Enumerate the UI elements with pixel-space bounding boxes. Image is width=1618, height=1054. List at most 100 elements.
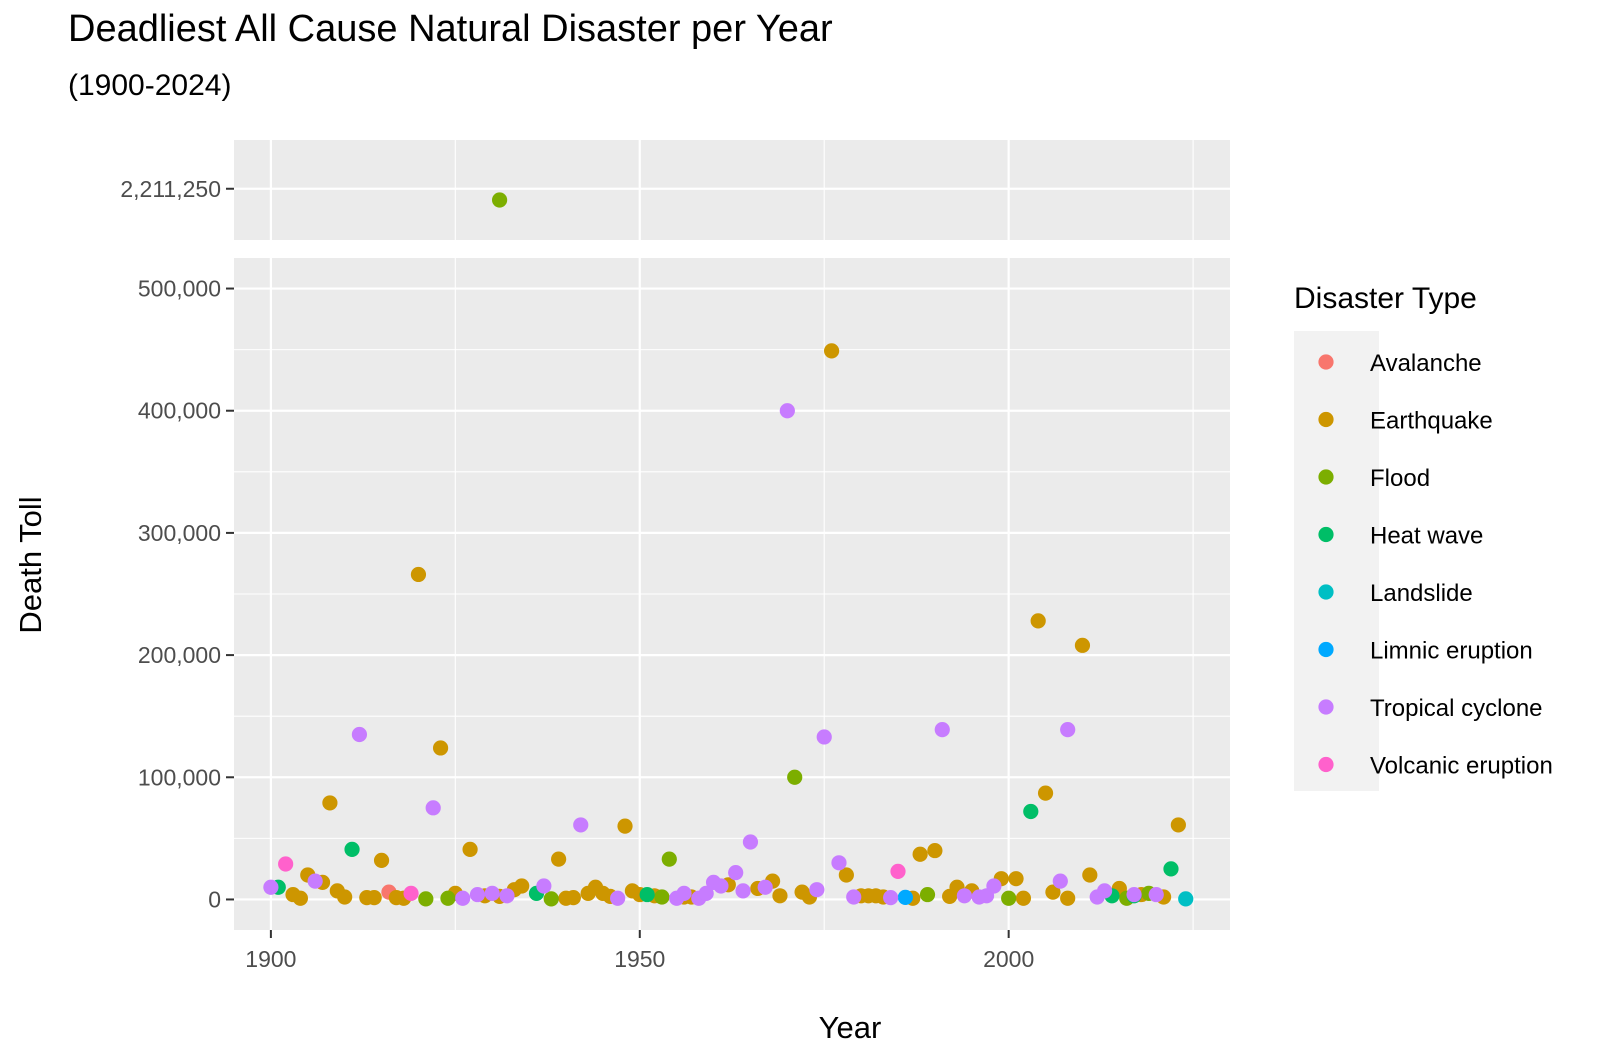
data-point <box>639 886 655 903</box>
data-point <box>1023 803 1039 820</box>
data-point <box>934 722 950 738</box>
data-point <box>617 818 633 834</box>
data-point <box>440 890 456 906</box>
data-point <box>883 890 899 906</box>
axis-ticks: 2,211,250 0 100,000 200,000 300,000 400,000 50… <box>120 176 1034 972</box>
data-point <box>676 885 692 901</box>
x-tick-label: 1900 <box>245 946 296 972</box>
data-point <box>1030 613 1046 629</box>
y-tick-label: 200,000 <box>138 642 221 668</box>
data-point <box>831 855 847 871</box>
y-tick-label: 2,211,250 <box>120 176 221 202</box>
data-point <box>1045 884 1061 900</box>
data-point <box>1001 890 1017 906</box>
data-point <box>499 888 515 904</box>
y-tick-label: 0 <box>208 886 221 912</box>
data-point <box>986 878 1002 894</box>
legend-label: Limnic eruption <box>1370 638 1533 665</box>
data-point <box>565 890 581 906</box>
y-tick-label: 300,000 <box>138 520 221 546</box>
legend-label: Volcanic eruption <box>1370 753 1553 780</box>
data-point <box>322 795 338 811</box>
data-point <box>366 890 382 906</box>
legend-key-background <box>1294 331 1379 791</box>
data-point <box>890 863 906 879</box>
data-point <box>373 852 390 868</box>
data-point <box>292 890 308 906</box>
data-points <box>263 192 1194 907</box>
data-point <box>403 885 419 901</box>
data-point <box>824 343 840 359</box>
data-point <box>263 879 279 895</box>
data-point <box>735 883 751 899</box>
legend-key <box>1318 469 1334 485</box>
legend-label: Earthquake <box>1370 408 1493 435</box>
x-tick-label: 2000 <box>983 946 1034 972</box>
data-point <box>1163 861 1179 877</box>
data-point <box>469 886 486 903</box>
legend-key <box>1318 756 1334 773</box>
data-point <box>418 891 434 907</box>
data-point <box>912 846 928 862</box>
data-point <box>425 800 441 816</box>
data-point <box>1096 883 1113 899</box>
data-point <box>307 873 323 889</box>
data-point <box>1037 785 1054 801</box>
legend-key <box>1318 699 1334 715</box>
data-point <box>1170 817 1186 833</box>
data-point <box>351 726 368 743</box>
data-point <box>337 889 353 905</box>
data-point <box>573 817 589 833</box>
data-point <box>551 851 567 867</box>
x-axis-title: Year <box>819 1010 882 1045</box>
data-point <box>536 878 552 894</box>
y-axis-title: Death Toll <box>13 496 48 633</box>
data-point <box>772 888 788 904</box>
legend-label: Heat wave <box>1370 523 1483 550</box>
legend-label: Flood <box>1370 465 1430 492</box>
data-point <box>1178 891 1194 907</box>
legend-title: Disaster Type <box>1294 282 1477 315</box>
data-point <box>344 841 360 857</box>
data-point <box>698 885 714 901</box>
legend-key <box>1318 526 1334 543</box>
data-point <box>1126 886 1142 903</box>
data-point <box>610 890 626 906</box>
data-point <box>728 864 744 881</box>
data-point <box>809 882 825 898</box>
data-point <box>654 889 670 905</box>
chart-subtitle: (1900-2024) <box>68 69 231 102</box>
data-point <box>278 856 294 872</box>
data-point <box>846 889 862 905</box>
legend-label: Landslide <box>1370 580 1473 607</box>
upper-panel <box>234 140 1230 240</box>
y-tick-label: 100,000 <box>138 764 221 790</box>
data-point <box>432 740 449 756</box>
data-point <box>1015 890 1032 906</box>
grid-lines <box>234 140 1230 930</box>
data-point <box>927 842 943 859</box>
data-point <box>816 729 832 745</box>
data-point <box>1074 637 1091 653</box>
data-point <box>661 851 677 867</box>
data-point <box>1008 871 1024 887</box>
data-point <box>410 566 427 583</box>
data-point <box>956 888 973 904</box>
y-tick-label: 500,000 <box>138 276 221 302</box>
data-point <box>713 878 729 894</box>
legend-key <box>1318 641 1334 658</box>
data-point <box>1148 886 1164 903</box>
legend-key <box>1318 354 1334 370</box>
legend-label: Avalanche <box>1370 350 1482 377</box>
legend-label: Tropical cyclone <box>1370 695 1543 722</box>
data-point <box>742 834 759 850</box>
legend: Avalanche Earthquake Flood Heat wave Landsli… <box>1318 350 1553 780</box>
data-point <box>897 889 913 905</box>
data-point <box>462 841 478 857</box>
data-point <box>779 403 795 419</box>
data-point <box>838 867 854 883</box>
data-point <box>1060 890 1076 906</box>
data-point <box>757 879 773 895</box>
x-tick-label: 1950 <box>614 946 665 972</box>
data-point <box>787 769 803 785</box>
